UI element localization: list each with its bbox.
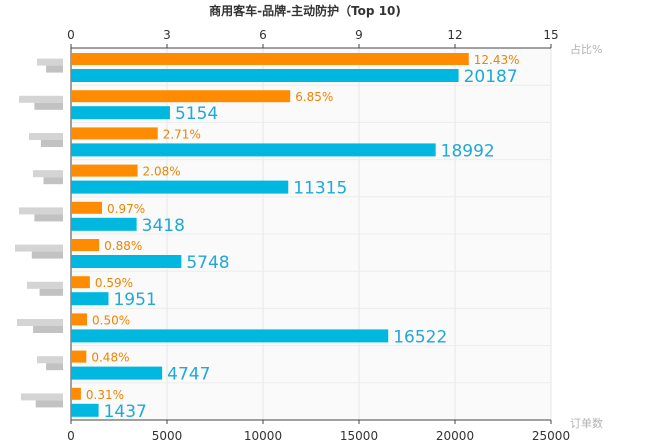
top-axis-tick-label: 12 xyxy=(447,28,462,42)
category-label-blur-block xyxy=(39,288,63,296)
bar-orders-label: 3418 xyxy=(142,216,185,236)
bottom-axis-name: 订单数 xyxy=(570,417,603,430)
category-label-blur-block xyxy=(43,177,63,185)
category-label-blur-block xyxy=(31,251,63,259)
bar-orders-label: 1951 xyxy=(113,290,156,310)
category-label-blur-block xyxy=(29,133,63,140)
bar-orders xyxy=(71,255,182,268)
category-label-blur-block xyxy=(34,214,63,222)
bottom-axis-tick-label: 10000 xyxy=(244,429,282,443)
category-label-obscured xyxy=(29,133,63,147)
bar-share xyxy=(71,164,138,177)
bottom-axis-tick-label: 5000 xyxy=(152,429,183,443)
category-label-blur-block xyxy=(40,140,63,147)
bar-orders xyxy=(71,69,459,82)
bottom-axis-tick-label: 25000 xyxy=(532,429,570,443)
bar-orders-label: 18992 xyxy=(441,141,495,161)
bars xyxy=(71,53,469,417)
bar-orders-label: 5748 xyxy=(186,253,229,273)
bar-share-label: 12.43% xyxy=(474,53,520,67)
category-label-blur-block xyxy=(21,393,63,401)
chart-title: 商用客车-品牌-主动防护（Top 10) xyxy=(209,3,401,18)
bar-share-label: 2.71% xyxy=(163,127,201,141)
bar-orders-label: 11315 xyxy=(293,179,347,199)
bar-orders xyxy=(71,403,99,417)
bar-share-label: 0.48% xyxy=(91,351,129,365)
bar-orders xyxy=(71,329,389,343)
category-label-obscured xyxy=(17,319,63,333)
bar-orders-label: 1437 xyxy=(104,402,147,422)
top-axis-tick-label: 15 xyxy=(543,28,558,42)
bar-share-label: 0.31% xyxy=(86,388,124,402)
bottom-axis-tick-label: 0 xyxy=(67,429,75,443)
category-label-obscured xyxy=(15,244,63,259)
bar-orders-label: 4747 xyxy=(167,365,210,385)
top-axis-tick-label: 3 xyxy=(163,28,171,42)
bar-orders xyxy=(71,217,137,231)
category-label-blur-block xyxy=(46,363,63,371)
bar-share xyxy=(71,127,158,140)
top-axis-name: 占比% xyxy=(570,42,602,56)
bar-share xyxy=(71,387,81,400)
bar-share xyxy=(71,313,87,326)
bar-share-label: 0.88% xyxy=(104,239,142,253)
top-axis-tick-label: 6 xyxy=(259,28,267,42)
grid-lines xyxy=(70,47,552,421)
bar-orders xyxy=(71,366,163,380)
category-labels xyxy=(15,58,63,408)
bar-share-label: 0.97% xyxy=(107,202,145,216)
category-label-blur-block xyxy=(17,319,63,326)
bar-share xyxy=(71,350,87,363)
category-label-blur-block xyxy=(33,170,63,178)
bar-share xyxy=(71,90,291,103)
category-label-blur-block xyxy=(46,65,63,73)
category-label-obscured xyxy=(19,207,63,222)
category-label-blur-block xyxy=(33,326,63,333)
category-label-obscured xyxy=(33,170,63,185)
bar-share-label: 0.50% xyxy=(92,313,130,327)
bar-orders-label: 20187 xyxy=(464,67,518,87)
category-label-obscured xyxy=(21,393,63,408)
category-label-blur-block xyxy=(19,95,63,103)
category-label-obscured xyxy=(19,95,63,110)
bottom-axis-tick-label: 20000 xyxy=(436,429,474,443)
category-label-blur-block xyxy=(27,281,63,289)
bar-share-label: 6.85% xyxy=(295,90,333,104)
bar-orders xyxy=(71,143,436,157)
bar-share xyxy=(71,276,90,289)
top-axis-tick-label: 0 xyxy=(67,28,75,42)
bar-orders-label: 5154 xyxy=(175,104,218,124)
bar-orders xyxy=(71,106,170,120)
category-label-obscured xyxy=(37,58,63,73)
bar-share-label: 2.08% xyxy=(143,165,181,179)
category-label-blur-block xyxy=(19,207,63,215)
category-label-blur-block xyxy=(37,356,63,364)
bar-share-label: 0.59% xyxy=(95,276,133,290)
category-label-obscured xyxy=(27,281,63,296)
bar-share xyxy=(71,201,103,214)
bar-orders xyxy=(71,180,289,194)
bar-orders-label: 16522 xyxy=(393,327,447,347)
bar-orders xyxy=(71,292,109,306)
category-label-blur-block xyxy=(37,58,63,66)
category-label-blur-block xyxy=(15,244,63,252)
category-label-blur-block xyxy=(34,102,63,110)
bar-share xyxy=(71,53,469,65)
bottom-axis-tick-label: 15000 xyxy=(340,429,378,443)
bar-share xyxy=(71,239,100,251)
category-label-blur-block xyxy=(35,400,63,408)
top-axis-tick-label: 9 xyxy=(355,28,363,42)
data-labels: 12.43%20187 6.85% 5154 2.71% 18992 2.08% 11315… xyxy=(86,53,520,422)
category-label-obscured xyxy=(37,356,63,371)
